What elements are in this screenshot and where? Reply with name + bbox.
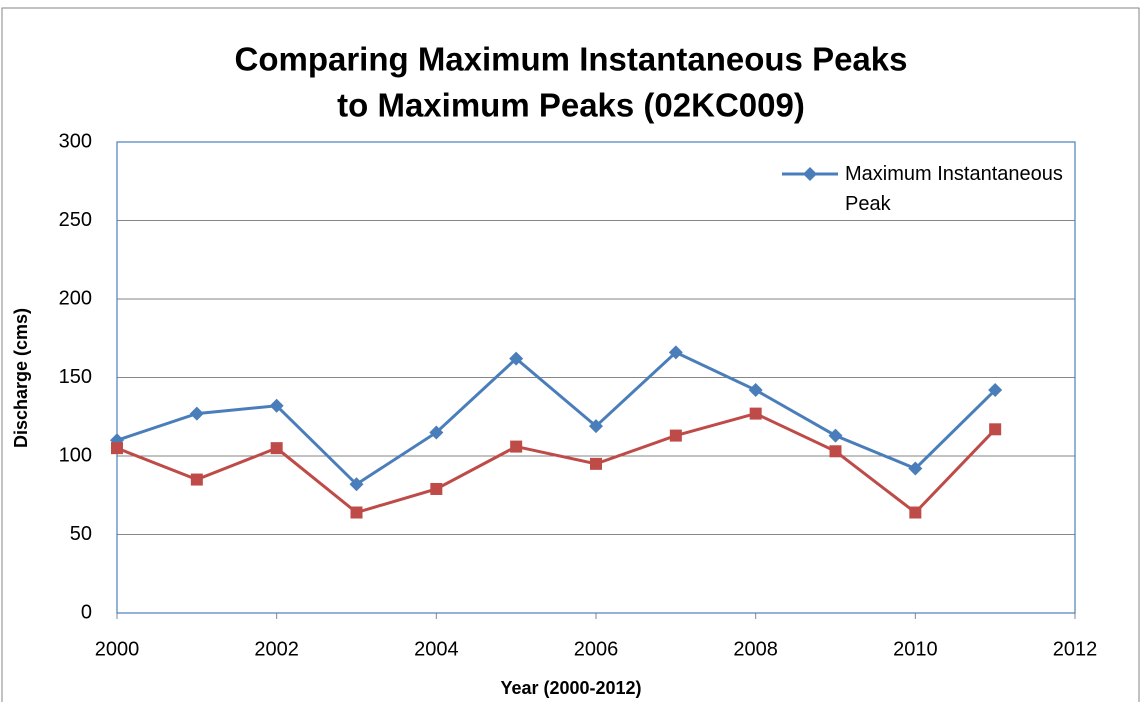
- series-line: [116, 412, 997, 515]
- point: [190, 473, 203, 486]
- point: [668, 345, 683, 360]
- x-tick-label: 2008: [733, 638, 778, 660]
- point: [909, 506, 922, 519]
- point: [509, 351, 524, 366]
- x-tick-label: 2000: [95, 638, 140, 660]
- point: [590, 457, 602, 470]
- point: [988, 383, 1003, 398]
- x-tick-label: 2006: [574, 638, 619, 660]
- point: [430, 482, 443, 495]
- point: [829, 445, 842, 458]
- point: [111, 442, 123, 455]
- point: [749, 407, 762, 420]
- y-tick-label: 0: [81, 601, 92, 623]
- point: [989, 423, 1002, 436]
- point: [350, 506, 363, 519]
- plot-area: [116, 141, 1076, 614]
- x-tick-label: 2012: [1053, 638, 1098, 660]
- x-tick-label: 2010: [893, 638, 938, 660]
- x-axis-label: Year (2000-2012): [500, 678, 641, 698]
- point: [748, 383, 763, 398]
- y-tick-label: 100: [59, 444, 92, 466]
- chart-frame: [1, 7, 1140, 702]
- chart-title: to Maximum Peaks (02KC009): [337, 87, 805, 124]
- y-tick-label: 300: [59, 130, 92, 152]
- series-line: [116, 350, 997, 487]
- point: [908, 461, 923, 476]
- legend-marker: [803, 167, 817, 181]
- point: [429, 425, 444, 440]
- x-tick-label: 2004: [414, 638, 459, 660]
- y-tick-label: 150: [59, 366, 92, 388]
- y-axis-label: Discharge (cms): [11, 308, 31, 448]
- y-tick-label: 50: [70, 523, 92, 545]
- point: [828, 428, 843, 443]
- y-tick-label: 200: [59, 287, 92, 309]
- point: [510, 440, 523, 453]
- legend-label: Maximum Instantaneous Peak: [845, 163, 1063, 215]
- point: [269, 398, 284, 413]
- chart-title: Comparing Maximum Instantaneous Peaks: [234, 41, 907, 78]
- point: [270, 442, 283, 455]
- point: [589, 419, 603, 434]
- y-tick-label: 250: [59, 209, 92, 231]
- point: [189, 406, 204, 421]
- point: [669, 429, 682, 442]
- x-tick-label: 2002: [254, 638, 299, 660]
- point: [349, 477, 364, 492]
